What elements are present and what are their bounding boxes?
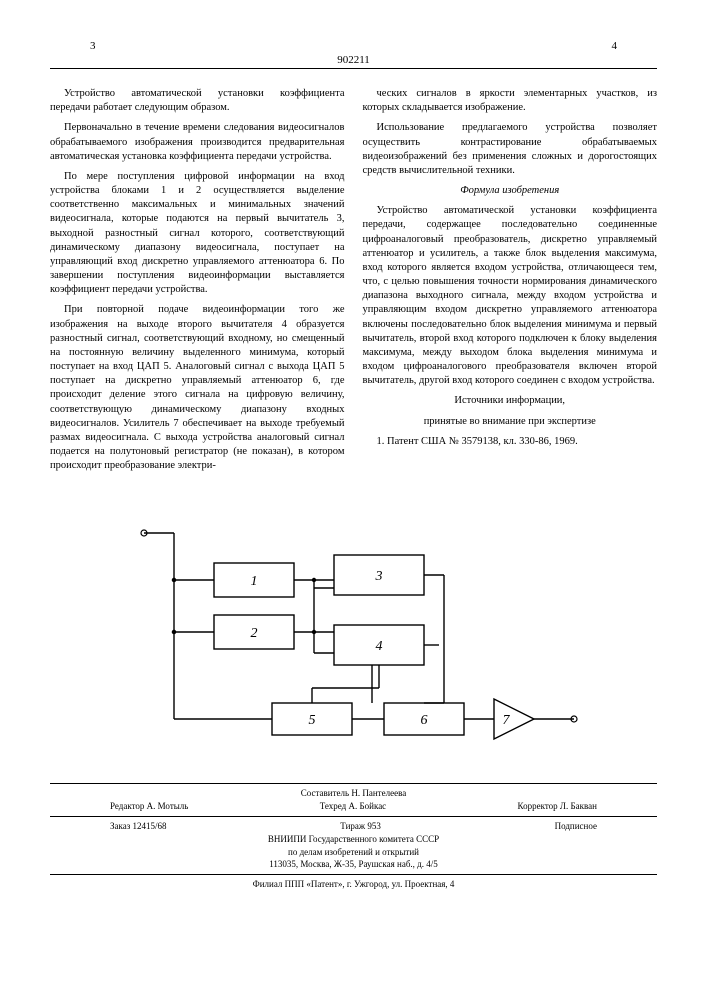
footer-compiler: Составитель Н. Пантелеева — [50, 787, 657, 800]
footer-tirage: Тираж 953 — [340, 820, 381, 833]
para: При повторной подаче видеоинформации тог… — [50, 303, 345, 473]
right-column: ческих сигналов в яркости элементарных у… — [363, 87, 658, 479]
footer-editor: Редактор А. Мотыль — [110, 800, 188, 813]
para: Устройство автоматической установки коэф… — [363, 204, 658, 388]
para: По мере поступления цифровой информации … — [50, 170, 345, 298]
page-num-right: 4 — [612, 40, 618, 52]
para: Использование предлагаемого устройства п… — [363, 121, 658, 178]
page-num-left: 3 — [90, 40, 96, 52]
para: ческих сигналов в яркости элементарных у… — [363, 87, 658, 115]
footer-row: Заказ 12415/68 Тираж 953 Подписное — [50, 820, 657, 833]
svg-text:3: 3 — [374, 569, 382, 584]
source-item: 1. Патент США № 3579138, кл. 330-86, 196… — [363, 435, 658, 449]
footer-org2: по делам изобретений и открытий — [50, 846, 657, 859]
footer-addr: 113035, Москва, Ж-35, Раушская наб., д. … — [50, 858, 657, 871]
svg-text:6: 6 — [420, 713, 427, 728]
footer-corrector: Корректор Л. Бакван — [518, 800, 597, 813]
svg-text:4: 4 — [375, 639, 382, 654]
sources-title: Источники информации, — [363, 394, 658, 408]
sources-sub: принятые во внимание при экспертизе — [363, 415, 658, 429]
para: Устройство автоматической установки коэф… — [50, 87, 345, 115]
svg-text:2: 2 — [250, 626, 257, 641]
body-columns: Устройство автоматической установки коэф… — [50, 87, 657, 479]
para: Первоначально в течение времени следован… — [50, 121, 345, 164]
footer-org: ВНИИПИ Государственного комитета СССР — [50, 833, 657, 846]
footer-order: Заказ 12415/68 — [110, 820, 167, 833]
doc-number: 902211 — [50, 54, 657, 69]
svg-text:7: 7 — [502, 713, 510, 728]
svg-text:1: 1 — [250, 574, 257, 589]
block-diagram: 1 2 3 4 5 6 7 — [94, 503, 614, 763]
page-header: 3 4 — [50, 40, 657, 52]
footer-branch: Филиал ППП «Патент», г. Ужгород, ул. Про… — [50, 878, 657, 891]
footer: Составитель Н. Пантелеева Редактор А. Мо… — [50, 783, 657, 890]
svg-text:5: 5 — [308, 713, 315, 728]
footer-sub: Подписное — [555, 820, 597, 833]
footer-tech: Техред А. Бойкас — [320, 800, 386, 813]
left-column: Устройство автоматической установки коэф… — [50, 87, 345, 479]
formula-title: Формула изобретения — [363, 184, 658, 198]
footer-row: Редактор А. Мотыль Техред А. Бойкас Корр… — [50, 800, 657, 813]
